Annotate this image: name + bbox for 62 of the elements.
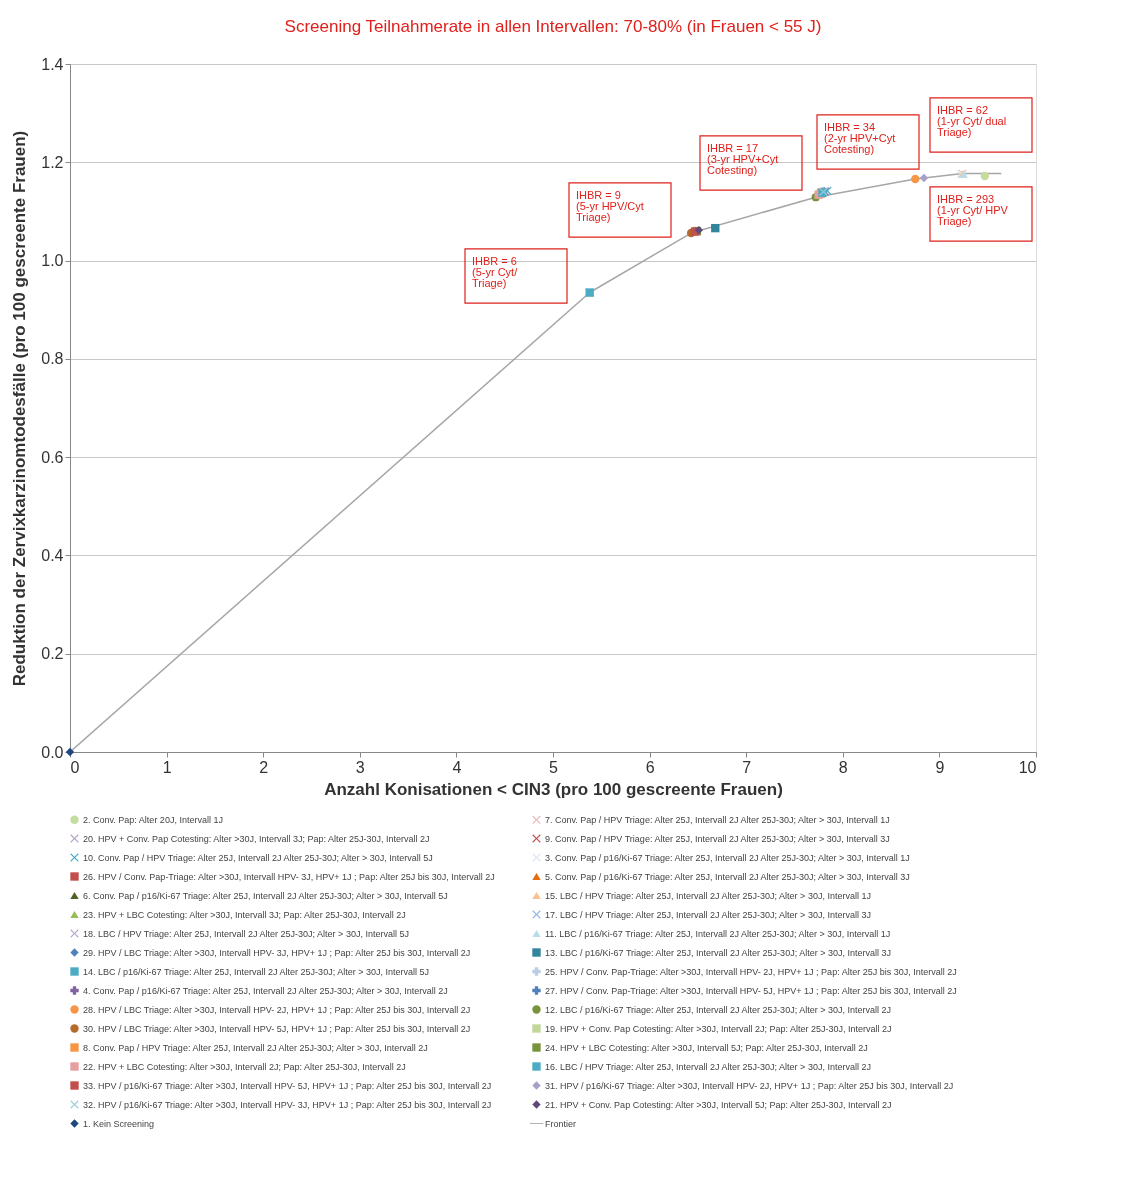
legend-label: 14. LBC / p16/Ki-67 Triage: Alter 25J, Intervall 2J Alter 25J-30J; Alter > 30J, Intervall 5J <box>83 966 429 977</box>
y-tick-label: 0.2 <box>41 645 64 663</box>
x-tick-label: 5 <box>549 758 559 776</box>
legend-label: 22. HPV + LBC Cotesting: Alter >30J, Intervall 2J; Pap: Alter 25J-30J, Intervall 2J <box>83 1061 406 1072</box>
y-tick-label: 1.0 <box>41 252 64 270</box>
legend-label: 7. Conv. Pap / HPV Triage: Alter 25J, Intervall 2J Alter 25J-30J; Alter > 30J, Intervall 1J <box>545 814 890 825</box>
annotation: IHBR = 34 (2-yr HPV+Cyt Cotesting) <box>824 121 896 155</box>
legend-label: 2. Conv. Pap: Alter 20J, Intervall 1J <box>83 814 223 825</box>
x-tick-label: 3 <box>355 758 365 776</box>
legend-label: 12. LBC / p16/Ki-67 Triage: Alter 25J, Intervall 2J Alter 25J-30J; Alter > 30J, Intervall 2J <box>545 1004 891 1015</box>
legend-label: 16. LBC / HPV Triage: Alter 25J, Intervall 2J Alter 25J-30J; Alter > 30J, Intervall 2J <box>545 1061 871 1072</box>
legend-label: 33. HPV / p16/Ki-67 Triage: Alter >30J, Intervall HPV- 5J, HPV+ 1J ; Pap: Alter 25J bis 30J, Intervall 2J <box>83 1080 492 1091</box>
legend-label: 24. HPV + LBC Cotesting: Alter >30J, Intervall 5J; Pap: Alter 25J-30J, Intervall 2J <box>545 1042 868 1053</box>
legend-label: 4. Conv. Pap / p16/Ki-67 Triage: Alter 25J, Intervall 2J Alter 25J-30J; Alter > 30J, Intervall 2J <box>83 985 448 996</box>
legend-label: 27. HPV / Conv. Pap-Triage: Alter >30J, Intervall HPV- 5J, HPV+ 1J ; Pap: Alter 25J bis 30J, Intervall 2J <box>545 985 957 996</box>
legend-label: 23. HPV + LBC Cotesting: Alter >30J, Intervall 3J; Pap: Alter 25J-30J, Intervall 2J <box>83 909 406 920</box>
x-tick-label: 1 <box>162 758 172 776</box>
legend-label: 6. Conv. Pap / p16/Ki-67 Triage: Alter 25J, Intervall 2J Alter 25J-30J; Alter > 30J, Intervall 5J <box>83 890 448 901</box>
x-axis-title: Anzahl Konisationen < CIN3 (pro 100 gescreente Frauen) <box>324 779 783 799</box>
legend-label: 1. Kein Screening <box>83 1118 155 1129</box>
x-tick-label: 8 <box>838 758 848 776</box>
y-tick-label: 0.6 <box>41 448 64 466</box>
legend-label: 13. LBC / p16/Ki-67 Triage: Alter 25J, Intervall 2J Alter 25J-30J; Alter > 30J, Intervall 3J <box>545 947 891 958</box>
legend-label: 8. Conv. Pap / HPV Triage: Alter 25J, Intervall 2J Alter 25J-30J; Alter > 30J, Intervall 2J <box>83 1042 428 1053</box>
annotation: IHBR = 9 (5-yr HPV/Cyt Triage) <box>576 189 644 223</box>
annotation: IHBR = 17 (3-yr HPV+Cyt Cotesting) <box>707 142 779 176</box>
legend-label: 30. HPV / LBC Triage: Alter >30J, Intervall HPV- 5J, HPV+ 1J ; Pap: Alter 25J bis 30J, Intervall 2J <box>83 1023 471 1034</box>
legend-label: 31. HPV / p16/Ki-67 Triage: Alter >30J, Intervall HPV- 2J, HPV+ 1J ; Pap: Alter 25J bis 30J, Intervall 2J <box>545 1080 954 1091</box>
chart-title: Screening Teilnahmerate in allen Intervallen: 70-80% (in Frauen < 55 J) <box>284 17 822 36</box>
x-tick-label: 6 <box>645 758 655 776</box>
x-tick-label: 7 <box>742 758 752 776</box>
legend-label: 21. HPV + Conv. Pap Cotesting: Alter >30J, Intervall 5J; Pap: Alter 25J-30J, Intervall 2J <box>545 1099 892 1110</box>
legend-label: 18. LBC / HPV Triage: Alter 25J, Intervall 2J Alter 25J-30J; Alter > 30J, Intervall 5J <box>83 928 409 939</box>
legend-label: 10. Conv. Pap / HPV Triage: Alter 25J, Intervall 2J Alter 25J-30J; Alter > 30J, Intervall 5J <box>83 852 433 863</box>
x-tick-label: 9 <box>935 758 945 776</box>
legend-label: 20. HPV + Conv. Pap Cotesting: Alter >30J, Intervall 3J; Pap: Alter 25J-30J, Intervall 2J <box>83 833 430 844</box>
x-tick-label: 0 <box>70 758 80 776</box>
y-tick-label: 1.2 <box>41 153 64 171</box>
legend-label: 5. Conv. Pap / p16/Ki-67 Triage: Alter 25J, Intervall 2J Alter 25J-30J; Alter > 30J, Intervall 3J <box>545 871 910 882</box>
y-tick-label: 0.4 <box>41 546 64 564</box>
legend-label: 26. HPV / Conv. Pap-Triage: Alter >30J, Intervall HPV- 3J, HPV+ 1J ; Pap: Alter 25J bis 30J, Intervall 2J <box>83 871 495 882</box>
legend-label: 19. HPV + Conv. Pap Cotesting: Alter >30J, Intervall 2J; Pap: Alter 25J-30J, Intervall 2J <box>545 1023 892 1034</box>
x-tick-label: 4 <box>452 758 462 776</box>
legend-label: 25. HPV / Conv. Pap-Triage: Alter >30J, Intervall HPV- 2J, HPV+ 1J ; Pap: Alter 25J bis 30J, Intervall 2J <box>545 966 957 977</box>
legend-label: 3. Conv. Pap / p16/Ki-67 Triage: Alter 25J, Intervall 2J Alter 25J-30J; Alter > 30J, Intervall 1J <box>545 852 910 863</box>
x-tick-label: 10 <box>1018 758 1037 776</box>
legend-label: 15. LBC / HPV Triage: Alter 25J, Intervall 2J Alter 25J-30J; Alter > 30J, Intervall 1J <box>545 890 871 901</box>
annotation: IHBR = 6 (5-yr Cyt/ Triage) <box>472 255 519 289</box>
legend-label: 9. Conv. Pap / HPV Triage: Alter 25J, Intervall 2J Alter 25J-30J; Alter > 30J, Intervall 3J <box>545 833 890 844</box>
annotation: IHBR = 293 (1-yr Cyt/ HPV Triage) <box>937 193 1009 227</box>
y-axis-title: Reduktion der Zervixkarzinomtodesfälle (pro 100 gescreente Frauen) <box>10 130 30 687</box>
legend-label: 28. HPV / LBC Triage: Alter >30J, Intervall HPV- 2J, HPV+ 1J ; Pap: Alter 25J bis 30J, Intervall 2J <box>83 1004 471 1015</box>
y-tick-label: 1.4 <box>41 55 64 73</box>
legend-label: 29. HPV / LBC Triage: Alter >30J, Intervall HPV- 3J, HPV+ 1J ; Pap: Alter 25J bis 30J, Intervall 2J <box>83 947 471 958</box>
y-tick-label: 0.0 <box>41 743 64 761</box>
legend-label: Frontier <box>545 1118 577 1129</box>
legend-label: 17. LBC / HPV Triage: Alter 25J, Intervall 2J Alter 25J-30J; Alter > 30J, Intervall 3J <box>545 909 871 920</box>
legend-label: 32. HPV / p16/Ki-67 Triage: Alter >30J, Intervall HPV- 3J, HPV+ 1J ; Pap: Alter 25J bis 30J, Intervall 2J <box>83 1099 492 1110</box>
y-tick-label: 0.8 <box>41 350 64 368</box>
legend-label: 11. LBC / p16/Ki-67 Triage: Alter 25J, Intervall 2J Alter 25J-30J; Alter > 30J, Intervall 1J <box>545 928 891 939</box>
x-tick-label: 2 <box>259 758 269 776</box>
annotation: IHBR = 62 (1-yr Cyt/ dual Triage) <box>937 104 1007 138</box>
